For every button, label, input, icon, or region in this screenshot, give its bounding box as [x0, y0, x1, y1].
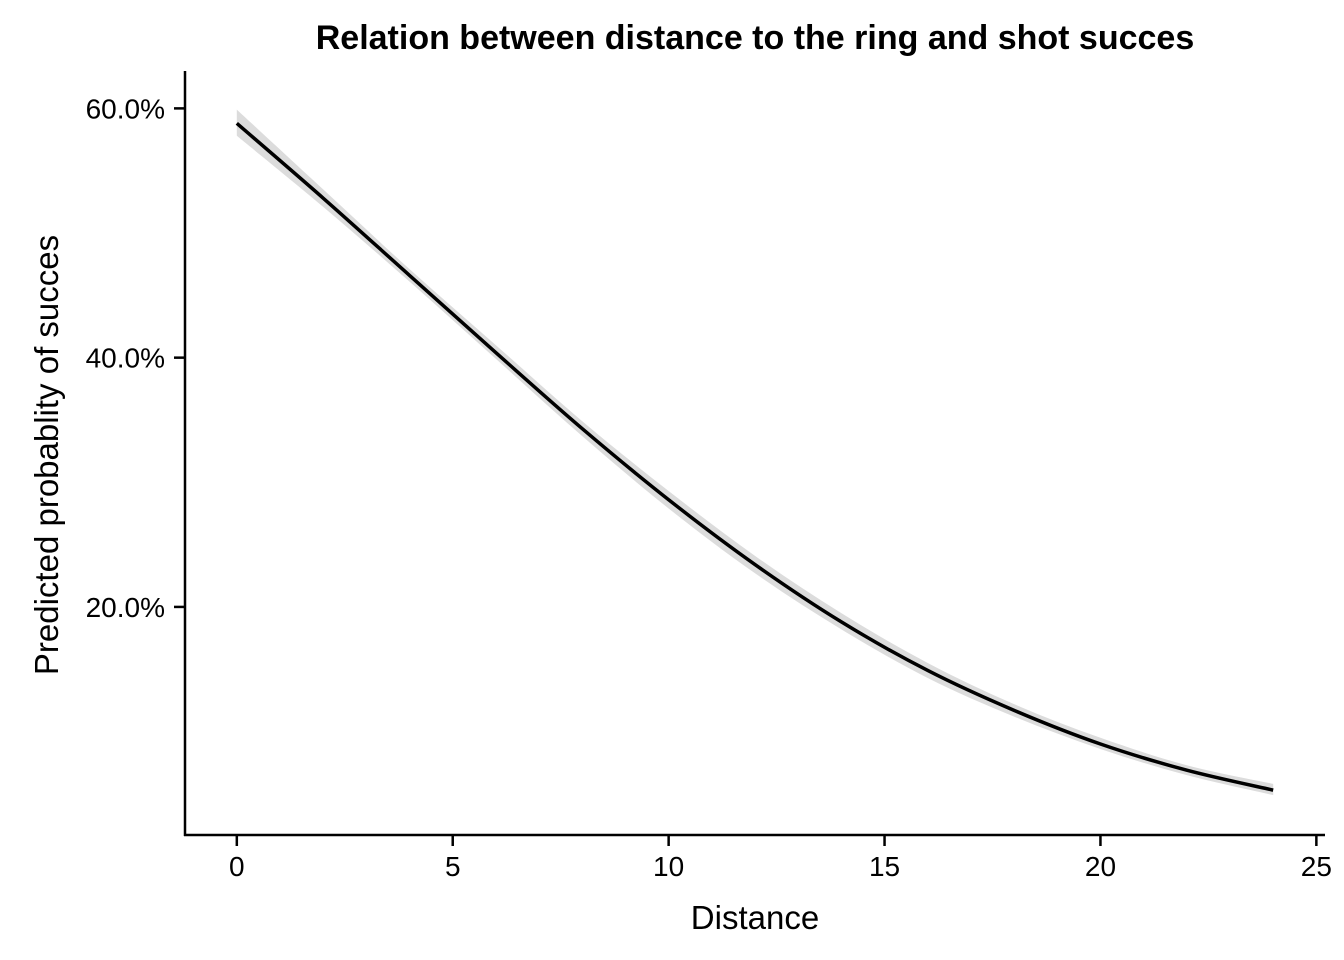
- x-axis-ticks: 0 5 10 15 20 25: [229, 835, 1332, 882]
- x-axis-label: Distance: [691, 899, 819, 936]
- x-tick-label: 25: [1301, 851, 1332, 882]
- y-tick-label: 60.0%: [86, 93, 165, 124]
- x-tick-label: 10: [653, 851, 684, 882]
- x-tick-label: 15: [869, 851, 900, 882]
- y-axis-label: Predicted probablity of succes: [28, 235, 65, 675]
- y-tick-label: 40.0%: [86, 343, 165, 374]
- chart-title: Relation between distance to the ring an…: [316, 19, 1195, 57]
- x-tick-label: 0: [229, 851, 245, 882]
- confidence-band: [236, 109, 1274, 796]
- x-tick-label: 5: [445, 851, 461, 882]
- y-tick-label: 20.0%: [86, 592, 165, 623]
- x-tick-label: 20: [1085, 851, 1116, 882]
- plot-area: [235, 109, 1274, 796]
- y-axis-ticks: 20.0% 40.0% 60.0%: [86, 93, 185, 623]
- fitted-line: [235, 122, 1274, 792]
